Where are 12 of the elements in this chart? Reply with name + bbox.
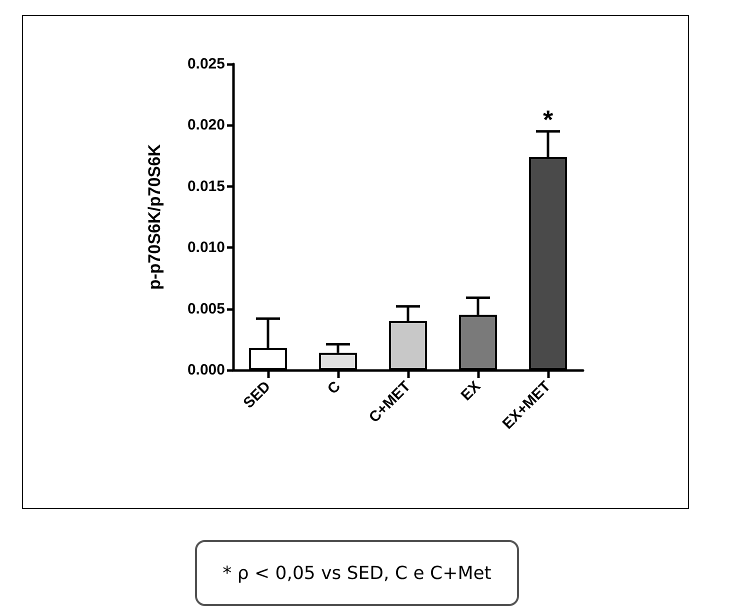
annotation: * [542, 104, 554, 134]
y-tick-label: 0.000 [187, 362, 225, 378]
text: * ρ < 0,05 vs SED, C e C+Met [195, 540, 519, 606]
y-tick-label: 0.005 [187, 300, 225, 318]
x-tick-label: SED [240, 378, 274, 412]
y-tick-label: 0.010 [187, 239, 225, 256]
y-tick-label: 0.020 [187, 116, 225, 134]
x-tick-label: C [324, 378, 344, 398]
x-tick-label: EX [458, 378, 484, 404]
y-axis-title: p-p70S6K/p70S6K [145, 144, 164, 290]
y-tick-label: 0.015 [187, 178, 225, 195]
y-tick-label: 0.025 [187, 56, 225, 72]
